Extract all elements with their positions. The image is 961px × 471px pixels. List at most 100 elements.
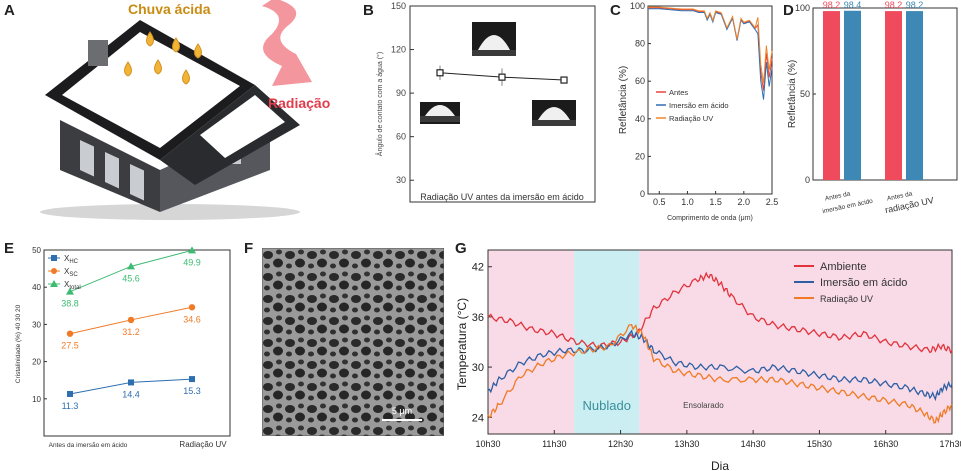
data-label: 49.9 [183, 257, 201, 267]
y-tick-label: 90 [396, 88, 406, 98]
cloudy-zone-label: Nublado [583, 398, 631, 413]
chart-reflectance-spectrum: 0 20 40 60 80 100 0.5 1.0 1.5 2.0 2.5 Refletância … [618, 1, 778, 222]
data-point [127, 262, 135, 270]
legend: Antes Imersão em ácido Radiação UV [656, 88, 729, 123]
bar-value-label: 98.2 [906, 0, 924, 10]
x-tick-label: 13h30 [674, 439, 699, 449]
radiation-label: Radiação [268, 95, 330, 111]
data-label: 27.5 [61, 341, 79, 351]
y-axis-ticks: 30 60 90 120 150 [391, 1, 414, 185]
legend-label: XSC [64, 267, 78, 278]
y-tick-label: 80 [635, 39, 645, 49]
data-label: 45.6 [122, 273, 140, 283]
y-tick-label: 0 [640, 189, 645, 199]
bar [844, 10, 861, 181]
window-icon [80, 140, 94, 177]
y-axis-label: Ângulo de contato com a água (°) [375, 52, 384, 156]
x-tick-label: 16h30 [873, 439, 898, 449]
panel-label-f: F [244, 240, 254, 257]
data-point [189, 376, 195, 383]
data-point [188, 304, 196, 311]
legend-label: Imersão em ácido [820, 277, 907, 289]
droplet-image-3 [532, 100, 576, 126]
data-point [188, 246, 196, 254]
acid-rain-drops [124, 31, 202, 85]
legend: Ambiente Imersão em ácido Radiação UV [794, 261, 907, 304]
panel-label-g: G [455, 240, 467, 257]
x-tick-label: 11h30 [542, 439, 566, 449]
y-tick-label: 100 [795, 3, 810, 13]
temperature-line-0 [487, 271, 953, 355]
x-tick-label: 17h30 [939, 439, 961, 449]
x-tick-label: 1.5 [709, 197, 722, 207]
y-tick-label: 20 [32, 358, 41, 367]
y-tick-label: 36 [472, 312, 484, 324]
bar-value-label: 98.2 [885, 0, 903, 10]
data-series [436, 65, 568, 86]
y-tick-label: 0 [805, 175, 810, 185]
temperature-lines [487, 271, 953, 424]
y-tick-label: 50 [800, 89, 810, 99]
data-point [67, 390, 73, 397]
legend-label: Imersão em ácido [669, 101, 729, 110]
data-label: 38.8 [61, 299, 79, 309]
data-series: 11.3 14.4 15.3 27.5 31.2 34.6 38.8 45.6 49.9 [61, 246, 201, 411]
x-axis-label: Dia [711, 459, 729, 471]
rain-drop-icon [124, 61, 132, 77]
x-axis-label: Comprimento de onda (μm) [667, 215, 753, 222]
legend-label: Ambiente [820, 261, 866, 273]
x-axis-label: Radiação UV antes da imersão em ácido [420, 192, 584, 202]
plot-frame [409, 5, 596, 203]
panel-label-e: E [4, 240, 15, 257]
temperature-line-1 [487, 329, 953, 402]
panel-label-c: C [610, 2, 621, 19]
y-axis-label: Refletância (%) [787, 60, 798, 128]
temperature-line-2 [487, 323, 953, 424]
bar [885, 11, 902, 181]
y-tick-label: 40 [635, 114, 645, 124]
legend-label: Xtotal [64, 280, 81, 291]
radiation-arrow-icon [262, 0, 312, 86]
rain-drop-icon [154, 59, 162, 75]
droplet-image-1 [420, 102, 460, 124]
data-label: 11.3 [62, 401, 79, 411]
data-point [436, 69, 444, 77]
rain-drop-icon [172, 37, 180, 53]
data-point [128, 379, 134, 386]
legend-label: Antes [669, 88, 688, 97]
sunny-zone-label: Ensolarado [683, 401, 724, 410]
panel-label-b: B [363, 2, 374, 19]
chart-crystallinity: 10 20 30 40 50 Antes da imersão em ácido Radia… [15, 246, 231, 449]
x-tick-label: Radiação UV [179, 440, 227, 449]
bar-value-label: 98.2 [823, 0, 841, 10]
sem-texture [262, 248, 444, 436]
legend-label: XHC [64, 254, 79, 265]
bar [823, 11, 840, 181]
legend-marker [51, 255, 57, 261]
data-label: 15.3 [183, 386, 201, 396]
data-point [498, 73, 506, 81]
y-axis-label: Cristalinidade (%) 40 30 20 [15, 304, 22, 383]
y-tick-label: 50 [32, 246, 41, 255]
scale-bar-label: 5 μm [392, 406, 412, 416]
legend-label: Radiação UV [820, 294, 873, 304]
spectrum-line-2 [648, 6, 773, 84]
y-tick-label: 10 [32, 395, 41, 404]
data-label: 14.4 [122, 389, 140, 399]
legend-marker [50, 280, 58, 287]
data-point [66, 287, 74, 295]
x-tick-label: 10h30 [475, 439, 500, 449]
x-tick-label: 15h30 [807, 439, 832, 449]
x-tick-label: 2.0 [738, 197, 751, 207]
x-tick-label: Antes da imersão em ácido [49, 442, 128, 449]
y-tick-label: 40 [32, 283, 41, 292]
data-point [560, 76, 568, 84]
plot-frame [487, 249, 953, 435]
y-axis-label: Refletância (%) [618, 66, 629, 134]
ground-shadow [40, 204, 300, 220]
legend-marker [51, 268, 57, 274]
series-line [69, 249, 193, 293]
y-tick-label: 100 [630, 1, 645, 11]
y-axis-label: Temperatura (°C) [455, 298, 469, 390]
